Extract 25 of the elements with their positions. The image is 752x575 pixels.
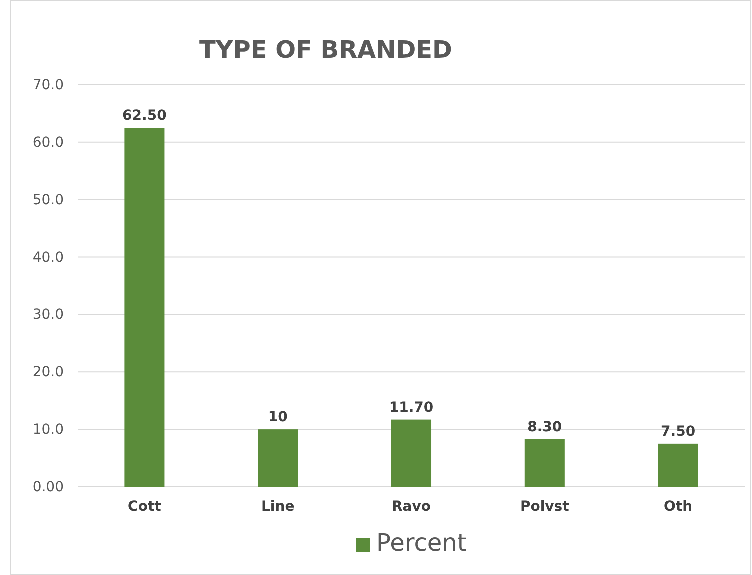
y-tick-label: 20.0: [32, 364, 64, 381]
legend-label: Percent: [376, 529, 467, 557]
y-tick-label: 50.0: [32, 192, 64, 208]
y-tick-label: 60.0: [32, 134, 64, 151]
data-label: 7.50: [661, 424, 696, 440]
bar: [124, 128, 165, 487]
bar: [658, 444, 698, 487]
x-tick-label: Polvst: [520, 498, 570, 515]
data-label: 10: [268, 410, 288, 426]
x-tick-label: Oth: [664, 498, 693, 515]
bar: [258, 430, 298, 487]
bar: [391, 420, 432, 487]
data-label: 62.50: [122, 108, 168, 124]
bar: [524, 439, 565, 487]
y-tick-label: 40.0: [32, 250, 64, 266]
x-tick-label: Cott: [128, 498, 162, 515]
x-tick-label: Line: [262, 498, 295, 515]
y-tick-label: 10.0: [32, 422, 64, 438]
y-tick-label: 0.00: [32, 479, 64, 496]
chart-title: TYPE OF BRANDED: [200, 36, 452, 64]
x-tick-label: Ravo: [392, 498, 432, 515]
y-tick-label: 70.0: [32, 77, 64, 94]
data-label: 8.30: [528, 419, 562, 436]
y-tick-label: 30.0: [32, 307, 64, 324]
data-label: 11.70: [389, 400, 434, 416]
